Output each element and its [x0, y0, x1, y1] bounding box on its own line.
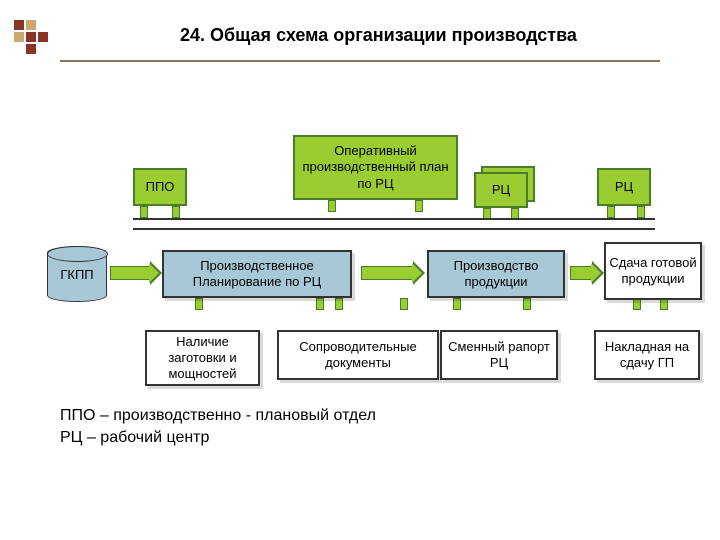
connector-stub — [523, 298, 531, 310]
page-title: 24. Общая схема организации производства — [180, 25, 577, 46]
node-naklad: Накладная на сдачу ГП — [594, 330, 700, 380]
arrow-right — [361, 266, 415, 280]
node-label: Производственное Планирование по РЦ — [167, 258, 347, 291]
node-label: РЦ — [492, 182, 510, 198]
connector-stub — [335, 298, 343, 310]
node-sdacha: Сдача готовой продукции — [604, 242, 702, 300]
logo-sq — [14, 32, 24, 42]
node-smenny: Сменный рапорт РЦ — [440, 330, 558, 380]
legend-line: ППО – производственно - плановый отдел — [60, 405, 376, 427]
logo-sq — [38, 32, 48, 42]
node-label: Наличие заготовки и мощностей — [150, 334, 255, 383]
logo-sq — [14, 20, 24, 30]
node-label: РЦ — [615, 179, 633, 195]
connector-bar — [133, 218, 655, 220]
node-rc2: РЦ — [597, 168, 651, 206]
arrow-right — [570, 266, 594, 280]
connector-stub — [195, 298, 203, 310]
node-rc1: РЦ — [474, 172, 528, 208]
connector-stub — [400, 298, 408, 310]
node-label: ГКПП — [60, 267, 93, 282]
node-label: Сдача готовой продукции — [609, 255, 697, 288]
logo-sq — [26, 44, 36, 54]
connector-stub — [328, 200, 336, 212]
legend-line: РЦ – рабочий центр — [60, 427, 376, 449]
node-plan: Оперативный производственный план по РЦ — [293, 135, 458, 200]
node-gkpp: ГКПП — [47, 246, 107, 302]
connector-stub — [140, 206, 148, 218]
node-label: Сопроводительные документы — [282, 339, 434, 372]
node-nalichie: Наличие заготовки и мощностей — [145, 330, 260, 386]
logo-sq — [26, 32, 36, 42]
connector-stub — [415, 200, 423, 212]
node-prod: Производство продукции — [427, 250, 565, 298]
node-ppo: ППО — [133, 168, 187, 206]
node-label: Оперативный производственный план по РЦ — [298, 143, 453, 192]
connector-stub — [637, 206, 645, 218]
legend: ППО – производственно - плановый отдел Р… — [60, 405, 376, 450]
arrow-right — [110, 266, 152, 280]
connector-stub — [172, 206, 180, 218]
connector-stub — [607, 206, 615, 218]
connector-bar — [133, 228, 655, 230]
logo-sq — [26, 20, 36, 30]
node-label: Сменный рапорт РЦ — [445, 339, 553, 372]
title-underline — [60, 60, 660, 62]
node-label: ППО — [146, 179, 175, 195]
node-label: Накладная на сдачу ГП — [599, 339, 695, 372]
connector-stub — [453, 298, 461, 310]
node-soprov: Сопроводительные документы — [277, 330, 439, 380]
logo — [14, 20, 48, 54]
connector-stub — [316, 298, 324, 310]
node-planning: Производственное Планирование по РЦ — [162, 250, 352, 298]
node-label: Производство продукции — [432, 258, 560, 291]
